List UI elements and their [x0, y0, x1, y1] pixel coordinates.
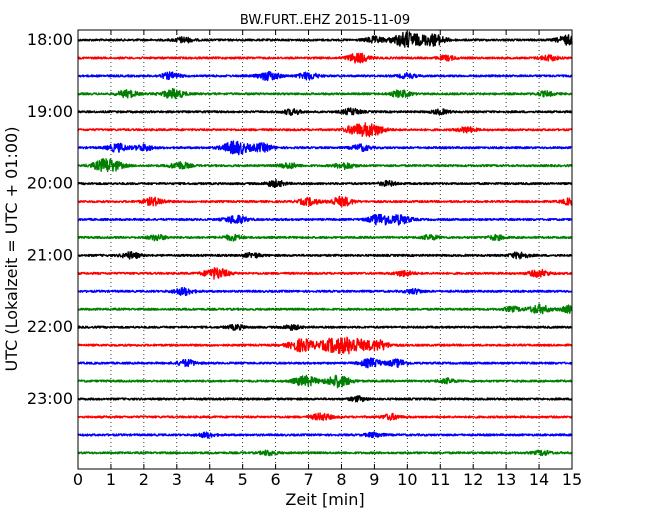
- trace-2145: [77, 303, 573, 315]
- y-axis-ticks: 18:00 19:00 20:00 21:00 22:00 23:00: [27, 30, 572, 408]
- trace-1930: [77, 140, 573, 156]
- y-tick-label: 22:00: [27, 317, 73, 336]
- x-tick-label: 15: [562, 470, 582, 489]
- x-tick-label: 11: [430, 470, 450, 489]
- y-axis-label: UTC (Lokalzeit = UTC + 01:00): [2, 127, 21, 372]
- trace-1945: [77, 158, 573, 173]
- y-tick-label: 19:00: [27, 102, 73, 121]
- trace-1830: [77, 71, 573, 82]
- trace-1815: [77, 52, 573, 64]
- x-tick-label: 1: [106, 470, 116, 489]
- trace-2100: [77, 251, 573, 260]
- trace-1900: [77, 107, 573, 116]
- trace-2330: [77, 431, 573, 439]
- trace-1845: [77, 87, 573, 100]
- trace-1800: [77, 31, 573, 48]
- x-axis-label: Zeit [min]: [285, 490, 364, 509]
- x-tick-label: 8: [336, 470, 346, 489]
- x-tick-label: 9: [369, 470, 379, 489]
- trace-2200: [77, 323, 573, 331]
- trace-2000: [77, 178, 573, 189]
- trace-2030: [77, 213, 573, 226]
- x-tick-label: 10: [397, 470, 417, 489]
- seismogram-traces: [77, 31, 573, 457]
- x-tick-label: 0: [73, 470, 83, 489]
- trace-2215: [77, 336, 573, 355]
- x-axis-ticks: 0 1 2 3 4 5 6 7 8 9 10 11 12 13 14 15: [73, 30, 582, 489]
- trace-2045: [77, 233, 573, 242]
- trace-2115: [77, 267, 573, 280]
- chart-title: BW.FURT..EHZ 2015-11-09: [240, 13, 410, 28]
- y-tick-label: 20:00: [27, 174, 73, 193]
- x-tick-label: 5: [238, 470, 248, 489]
- y-tick-label: 23:00: [27, 389, 73, 408]
- y-tick-label: 18:00: [27, 30, 73, 49]
- x-tick-label: 12: [463, 470, 483, 489]
- x-tick-label: 14: [529, 470, 549, 489]
- plot-frame: [77, 29, 573, 470]
- x-tick-label: 2: [139, 470, 149, 489]
- x-tick-label: 13: [496, 470, 516, 489]
- trace-1915: [77, 122, 573, 138]
- x-tick-label: 3: [172, 470, 182, 489]
- x-tick-label: 7: [303, 470, 313, 489]
- trace-2300: [77, 395, 573, 403]
- trace-2230: [77, 357, 573, 369]
- trace-2245: [77, 374, 573, 389]
- trace-2130: [77, 286, 573, 297]
- x-tick-label: 4: [205, 470, 215, 489]
- y-tick-label: 21:00: [27, 245, 73, 264]
- trace-2345: [77, 449, 573, 457]
- trace-2015: [77, 195, 573, 208]
- x-tick-label: 6: [271, 470, 281, 489]
- trace-2315: [77, 412, 573, 422]
